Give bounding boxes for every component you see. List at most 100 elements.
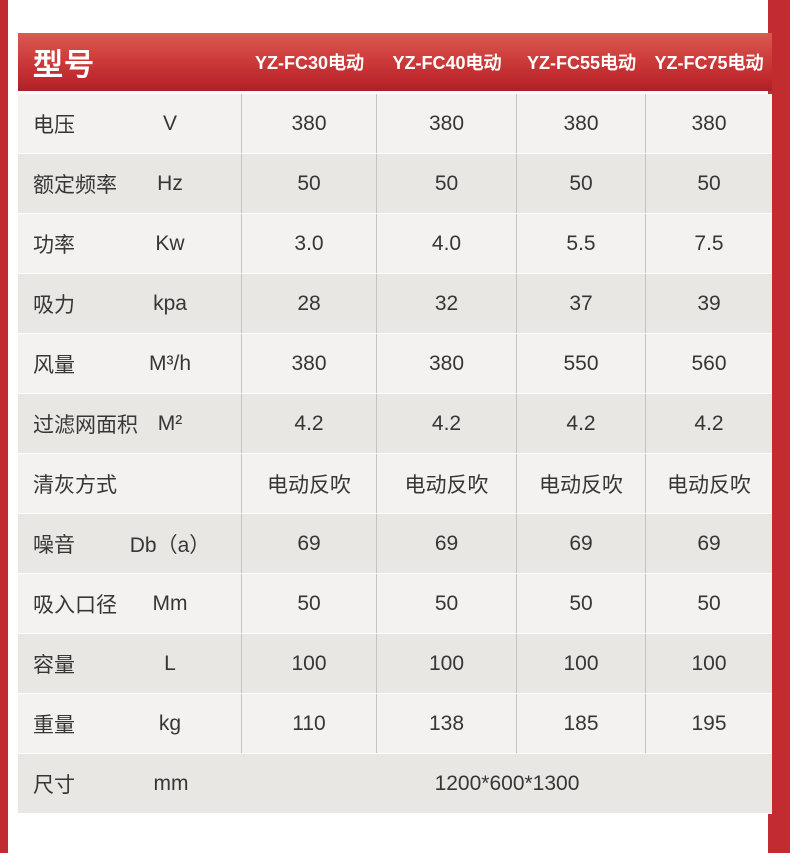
table-row: 吸力 kpa 28 32 37 39	[18, 274, 772, 334]
value-cell: 4.2	[694, 411, 724, 435]
value-cell: 380	[377, 94, 517, 153]
value-cell: 电动反吹	[242, 454, 377, 513]
table-body: 电压 V 380 380 380 380 额定频率 Hz 50 50 50 50 功率 Kw 3.0 4.0 5…	[18, 94, 772, 814]
value-cell: 50	[517, 574, 646, 633]
value-cell: 69	[377, 514, 517, 573]
table-row: 电压 V 380 380 380 380	[18, 94, 772, 154]
row-label-cell: 清灰方式	[18, 454, 242, 513]
parameter-unit: L	[164, 651, 176, 675]
parameter-unit: M³/h	[149, 351, 191, 375]
table-row: 重量 kg 110 138 185 195	[18, 694, 772, 754]
value-cell: 100	[242, 634, 377, 693]
parameter-name: 容量	[33, 653, 75, 677]
table-row: 清灰方式 电动反吹 电动反吹 电动反吹 电动反吹	[18, 454, 772, 514]
value-cell: 380	[517, 94, 646, 153]
value-cell: 110	[242, 694, 377, 753]
value-cell: 50	[242, 154, 377, 213]
table-row: 容量 L 100 100 100 100	[18, 634, 772, 694]
table-row: 风量 M³/h 380 380 550 560	[18, 334, 772, 394]
value-cell: 电动反吹	[377, 454, 517, 513]
row-label-cell: 尺寸 mm	[18, 754, 242, 813]
table-row: 额定频率 Hz 50 50 50 50	[18, 154, 772, 214]
row-label-cell: 噪音 Db（a）	[18, 514, 242, 573]
row-label-cell: 吸入口径 Mm	[18, 574, 242, 633]
value-cell: 4.2	[517, 394, 646, 453]
row-label-cell: 电压 V	[18, 94, 242, 153]
page-background: 型号 YZ-FC30电动 YZ-FC40电动 YZ-FC55电动 YZ-FC75电动 …	[8, 0, 772, 853]
value-cell: 7.5	[694, 231, 724, 255]
column-header: YZ-FC55电动	[526, 53, 636, 73]
parameter-unit: V	[162, 111, 177, 135]
value-cell: 3.0	[242, 214, 377, 273]
row-label-cell: 额定频率 Hz	[18, 154, 242, 213]
value-cell: 100	[517, 634, 646, 693]
value-cell: 4.2	[242, 394, 377, 453]
value-cell: 69	[242, 514, 377, 573]
table-row: 过滤网面积 M² 4.2 4.2 4.2 4.2	[18, 394, 772, 454]
table-header: 型号 YZ-FC30电动 YZ-FC40电动 YZ-FC55电动 YZ-FC75电动	[18, 33, 772, 91]
parameter-name: 噪音	[33, 533, 75, 557]
parameter-name: 过滤网面积	[33, 413, 138, 437]
value-cell: 4.0	[377, 214, 517, 273]
column-header: YZ-FC30电动	[254, 53, 364, 73]
row-label-cell: 容量 L	[18, 634, 242, 693]
table-row: 噪音 Db（a） 69 69 69 69	[18, 514, 772, 574]
value-cell: 50	[242, 574, 377, 633]
parameter-name: 清灰方式	[33, 473, 117, 497]
value-cell: 380	[242, 334, 377, 393]
value-cell: 69	[517, 514, 646, 573]
value-cell: 100	[691, 651, 727, 675]
parameter-unit: kpa	[153, 291, 187, 315]
value-cell: 550	[517, 334, 646, 393]
value-cell: 电动反吹	[667, 473, 751, 497]
parameter-unit: kg	[158, 711, 182, 735]
parameter-name: 吸力	[33, 293, 75, 317]
parameter-name: 尺寸	[33, 773, 75, 797]
value-cell: 100	[377, 634, 517, 693]
spec-table: 型号 YZ-FC30电动 YZ-FC40电动 YZ-FC55电动 YZ-FC75电动 …	[18, 33, 772, 814]
parameter-name: 功率	[33, 233, 75, 257]
value-cell: 185	[517, 694, 646, 753]
value-cell: 50	[697, 591, 721, 615]
parameter-unit: Hz	[157, 171, 183, 195]
value-cell: 4.2	[377, 394, 517, 453]
value-cell: 39	[697, 291, 721, 315]
value-cell: 50	[377, 574, 517, 633]
column-header: YZ-FC75电动	[654, 53, 764, 73]
parameter-unit: Db（a）	[129, 533, 211, 557]
parameter-name: 重量	[33, 713, 75, 737]
value-cell: 50	[517, 154, 646, 213]
row-label-cell: 功率 Kw	[18, 214, 242, 273]
value-cell: 380	[242, 94, 377, 153]
value-cell: 5.5	[517, 214, 646, 273]
value-cell: 50	[697, 171, 721, 195]
parameter-unit: Kw	[155, 231, 185, 255]
value-cell: 195	[691, 711, 727, 735]
value-cell: 电动反吹	[517, 454, 646, 513]
row-label-cell: 重量 kg	[18, 694, 242, 753]
parameter-name: 风量	[33, 353, 75, 377]
table-row: 功率 Kw 3.0 4.0 5.5 7.5	[18, 214, 772, 274]
row-label-cell: 风量 M³/h	[18, 334, 242, 393]
table-row: 尺寸 mm 1200*600*1300	[18, 754, 772, 814]
parameter-unit: Mm	[152, 591, 188, 615]
row-label-cell: 吸力 kpa	[18, 274, 242, 333]
value-cell: 380	[691, 111, 727, 135]
parameter-name: 额定频率	[33, 173, 117, 197]
value-cell: 380	[377, 334, 517, 393]
value-cell: 28	[242, 274, 377, 333]
parameter-name: 电压	[33, 113, 75, 137]
merged-value-cell: 1200*600*1300	[434, 771, 580, 795]
value-cell: 37	[517, 274, 646, 333]
column-header: YZ-FC40电动	[392, 53, 502, 73]
parameter-unit: M²	[157, 411, 183, 435]
value-cell: 560	[691, 351, 727, 375]
parameter-unit: mm	[153, 771, 189, 795]
row-label-cell: 过滤网面积 M²	[18, 394, 242, 453]
value-cell: 69	[697, 531, 721, 555]
table-title: 型号	[33, 49, 95, 82]
value-cell: 138	[377, 694, 517, 753]
parameter-name: 吸入口径	[33, 593, 117, 617]
value-cell: 32	[377, 274, 517, 333]
table-row: 吸入口径 Mm 50 50 50 50	[18, 574, 772, 634]
